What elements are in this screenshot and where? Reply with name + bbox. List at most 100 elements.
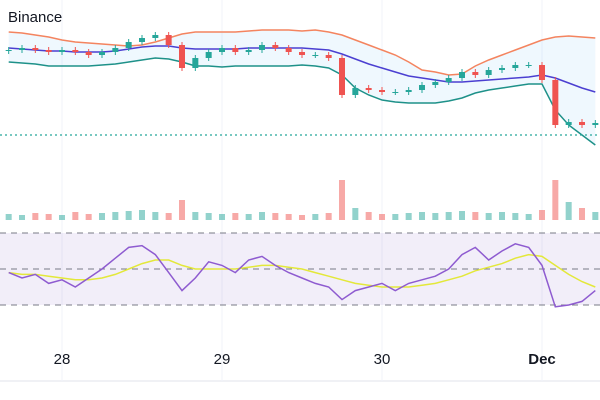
grid: 28 29 30 Dec [54, 0, 556, 381]
volume-bar [312, 214, 319, 220]
candle-body [72, 50, 79, 52]
volume-bar [419, 212, 425, 220]
volume-bar [139, 210, 145, 220]
volume-bar [285, 214, 292, 220]
volume-bar [112, 212, 119, 220]
candle-body [165, 35, 172, 45]
volume-bar [432, 213, 439, 220]
candle-body [112, 48, 119, 52]
volume-bar [472, 212, 479, 220]
volume-bar [339, 180, 345, 220]
candle-body [99, 52, 105, 55]
candle-body [365, 88, 372, 90]
candle-body [139, 38, 145, 42]
candle-body [85, 52, 92, 55]
volume-bar [272, 213, 279, 220]
x-tick-label: 28 [54, 351, 71, 368]
candle-body [205, 52, 212, 58]
volume-bar [539, 210, 545, 220]
volume-bar [165, 213, 172, 220]
candle-body [565, 122, 572, 125]
candle-body [432, 82, 439, 85]
volume-bar [19, 215, 25, 220]
volume-bar [379, 214, 385, 220]
candle-body [392, 92, 399, 93]
x-tick-label: 29 [214, 351, 231, 368]
candle-body [592, 123, 599, 125]
candle-body [285, 48, 292, 52]
candle-body [152, 35, 159, 38]
candle-body [352, 88, 359, 95]
candle-body [539, 65, 545, 80]
volume-bar [445, 212, 452, 220]
volume-bar [352, 208, 359, 220]
volume-bar [32, 213, 39, 220]
volume-bar [405, 213, 412, 220]
indicator-line [8, 253, 596, 288]
volume-bar [592, 212, 599, 220]
indicator-line [8, 242, 596, 308]
candle-body [45, 50, 52, 52]
volume-bar [525, 214, 532, 220]
volume-bar [459, 211, 465, 220]
volume-bar [152, 212, 159, 220]
band-line [8, 57, 596, 146]
band-line [8, 45, 596, 93]
candle-body [552, 80, 559, 125]
candle-body [339, 58, 345, 95]
candle-body [179, 45, 185, 68]
candle-body [245, 50, 252, 52]
candle-body [579, 122, 585, 125]
volume-bar [125, 211, 132, 220]
candle-body [32, 48, 39, 50]
candle-body [459, 72, 465, 78]
candle-body [379, 90, 385, 92]
candle-body [445, 78, 452, 82]
candle-body [512, 65, 519, 68]
volume-bar [325, 213, 332, 220]
band-line [8, 29, 596, 76]
volume-bar [192, 212, 199, 220]
volume-bar [85, 214, 92, 220]
volume-bar [552, 180, 559, 220]
volume-bar [205, 213, 212, 220]
candle-body [272, 45, 279, 48]
volume-bar [245, 214, 252, 220]
candle-body [219, 48, 225, 52]
volume-bar [45, 214, 52, 220]
candle-body [259, 45, 265, 50]
volume-bar [499, 212, 505, 220]
volume-bar [512, 213, 519, 220]
volume-bar [485, 213, 492, 220]
volume-bar [299, 215, 305, 220]
volume-bar [72, 212, 79, 220]
volume-bar [59, 215, 65, 220]
volume-bar [179, 200, 185, 220]
candle-body [325, 55, 332, 58]
volume-bar [365, 212, 372, 220]
volume-bar [259, 212, 265, 220]
volume-bar [99, 213, 105, 220]
chart-title: Binance [8, 9, 62, 26]
candle-body [59, 50, 65, 52]
volume-bar [232, 213, 239, 220]
x-tick-label: 30 [374, 351, 391, 368]
candle-body [419, 85, 425, 90]
candle-body [299, 52, 305, 55]
candle-body [5, 50, 12, 51]
volume-bar [392, 214, 399, 220]
candle-body [485, 70, 492, 75]
volume-bar [579, 208, 585, 220]
candle-body [125, 42, 132, 48]
candle-body [472, 72, 479, 75]
candle-body [499, 68, 505, 70]
volume-bar [219, 214, 225, 220]
x-tick-label: Dec [528, 351, 556, 368]
candle-body [192, 58, 199, 68]
plot [0, 29, 600, 308]
candle-body [232, 48, 239, 52]
candle-body [312, 55, 319, 56]
candle-body [405, 90, 412, 92]
